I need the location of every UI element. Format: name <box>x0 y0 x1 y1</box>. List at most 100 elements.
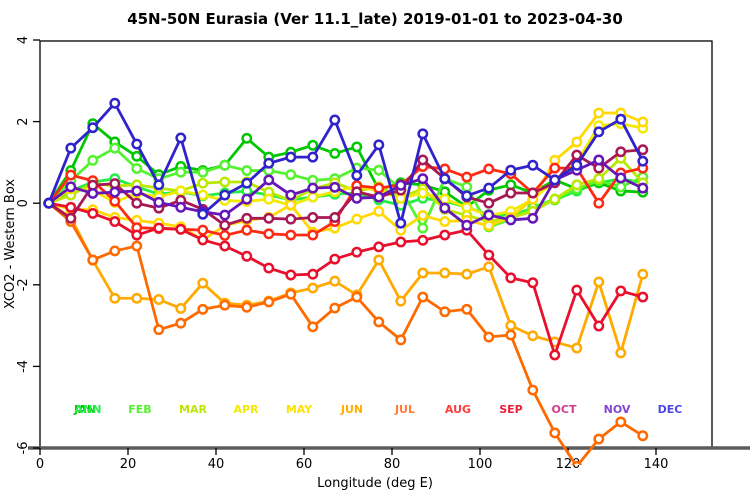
data-point-MAR <box>571 179 583 191</box>
data-point-MAY <box>593 107 605 119</box>
data-point-JUL <box>285 288 297 300</box>
data-point-SEP <box>373 241 385 253</box>
data-point-NOV <box>329 181 341 193</box>
data-point-FEB <box>285 169 297 181</box>
data-point-SEP <box>439 229 451 241</box>
data-point-NOV <box>351 192 363 204</box>
legend-label-MAY: MAY <box>286 403 313 416</box>
legend-label-DEC: DEC <box>658 403 683 416</box>
data-point-SEP <box>241 250 253 262</box>
data-point-NOV <box>417 173 429 185</box>
data-point-SEP <box>175 223 187 235</box>
data-point-JUL <box>219 299 231 311</box>
x-tick-label: 100 <box>468 457 493 472</box>
data-point-MAY <box>637 116 649 128</box>
data-point-OCT <box>615 146 627 158</box>
series-JUL <box>43 197 649 465</box>
data-point-APR <box>307 191 319 203</box>
data-point-DEC <box>637 155 649 167</box>
data-point-OCT <box>131 197 143 209</box>
data-point-JUL <box>241 301 253 313</box>
data-point-NOV <box>483 209 495 221</box>
data-point-JUN <box>483 261 495 273</box>
series-DEC <box>43 97 649 229</box>
data-point-DEC <box>65 142 77 154</box>
data-point-OCT <box>241 212 253 224</box>
data-point-APR <box>197 189 209 201</box>
data-point-SEP <box>637 291 649 303</box>
data-point-APR <box>417 187 429 199</box>
data-point-SEP <box>615 285 627 297</box>
y-axis: 4 2 0 -2 -4 -6 <box>16 36 40 455</box>
series-NOV <box>43 154 649 231</box>
data-point-MAY <box>571 136 583 148</box>
data-point-JUL <box>197 303 209 315</box>
x-tick-label: 60 <box>296 457 313 472</box>
data-point-DEC <box>131 138 143 150</box>
x-tick-label: 0 <box>36 457 44 472</box>
legend-label-JAN: JAN <box>73 403 96 416</box>
data-point-NOV <box>527 212 539 224</box>
y-axis-label: XCO2 - Western Box <box>3 179 18 309</box>
data-point-SEP <box>527 277 539 289</box>
data-point-APR <box>263 193 275 205</box>
data-point-JUL <box>329 302 341 314</box>
series-line-JUL <box>47 202 644 465</box>
data-point-DEC <box>505 164 517 176</box>
data-point-DEC <box>307 151 319 163</box>
data-point-MAY <box>285 199 297 211</box>
data-point-AUG <box>483 163 495 175</box>
data-point-NOV <box>593 154 605 166</box>
data-point-JUL <box>109 245 121 257</box>
data-point-MAY <box>373 205 385 217</box>
data-point-JUL <box>417 291 429 303</box>
data-point-JUN <box>593 276 605 288</box>
data-point-JUL <box>439 306 451 318</box>
data-point-FEB <box>87 154 99 166</box>
data-point-AUG <box>461 171 473 183</box>
series-line-NOV <box>47 158 644 227</box>
y-tick-label: -4 <box>16 360 31 373</box>
chart-title: 45N-50N Eurasia (Ver 11.1_late) 2019-01-… <box>127 10 623 28</box>
data-point-APR <box>175 185 187 197</box>
data-point-OCT <box>219 219 231 231</box>
legend-label-ANN: ANN <box>75 403 102 416</box>
data-point-DEC <box>241 177 253 189</box>
data-point-DEC <box>571 159 583 171</box>
data-point-JUN <box>461 268 473 280</box>
data-point-MAY <box>483 220 495 232</box>
data-point-AUG <box>285 229 297 241</box>
y-tick-label: -6 <box>16 442 31 455</box>
data-point-JUL <box>131 240 143 252</box>
data-point-FEB <box>197 166 209 178</box>
data-point-SEP <box>351 246 363 258</box>
data-point-MAY <box>439 216 451 228</box>
data-point-DEC <box>461 190 473 202</box>
data-point-FEB <box>417 222 429 234</box>
data-point-FEB <box>219 159 231 171</box>
series-line-DEC <box>47 101 645 225</box>
data-point-NOV <box>131 185 143 197</box>
data-point-FEB <box>241 165 253 177</box>
data-point-OCT <box>109 178 121 190</box>
data-point-DEC <box>153 179 165 191</box>
series-line-APR <box>48 122 644 217</box>
data-point-JUL <box>373 316 385 328</box>
data-point-AUG <box>263 228 275 240</box>
data-point-JUN <box>505 320 517 332</box>
data-point-SEP <box>549 349 561 361</box>
series-layer <box>43 97 649 465</box>
legend-label-JUL: JUL <box>394 403 415 416</box>
data-point-SEP <box>87 207 99 219</box>
data-point-NOV <box>219 209 231 221</box>
data-point-AUG <box>109 195 121 207</box>
data-point-JUL <box>593 433 605 445</box>
data-point-NOV <box>615 172 627 184</box>
data-point-SEP <box>593 320 605 332</box>
series-line-SEP <box>48 201 644 357</box>
data-point-JUL <box>461 303 473 315</box>
data-point-JAN <box>329 147 341 159</box>
data-point-JUL <box>153 324 165 336</box>
data-point-NOV <box>505 214 517 226</box>
